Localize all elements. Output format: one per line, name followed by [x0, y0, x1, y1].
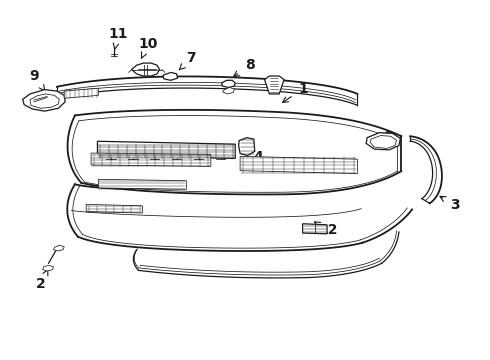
- Text: 10: 10: [139, 37, 158, 59]
- Text: 1: 1: [283, 82, 309, 103]
- Text: 3: 3: [440, 196, 460, 212]
- Polygon shape: [53, 245, 64, 251]
- Polygon shape: [265, 76, 284, 94]
- Polygon shape: [366, 133, 400, 150]
- Polygon shape: [98, 179, 186, 189]
- Text: 5: 5: [140, 148, 150, 166]
- Text: 8: 8: [234, 58, 255, 77]
- Polygon shape: [98, 141, 235, 158]
- Text: 9: 9: [29, 69, 45, 91]
- Text: 7: 7: [179, 51, 196, 70]
- Polygon shape: [23, 90, 65, 111]
- Polygon shape: [303, 224, 327, 234]
- Polygon shape: [240, 156, 357, 174]
- Text: 6: 6: [381, 130, 392, 147]
- Polygon shape: [370, 135, 396, 148]
- Polygon shape: [91, 153, 211, 166]
- Polygon shape: [132, 63, 159, 76]
- Polygon shape: [43, 265, 53, 271]
- Polygon shape: [222, 87, 234, 94]
- Text: 4: 4: [250, 150, 264, 167]
- Polygon shape: [86, 204, 143, 213]
- Polygon shape: [30, 94, 59, 108]
- Polygon shape: [221, 80, 235, 87]
- Polygon shape: [163, 72, 177, 80]
- Text: 11: 11: [108, 27, 128, 49]
- Polygon shape: [64, 88, 98, 98]
- Polygon shape: [239, 138, 255, 156]
- Text: 12: 12: [315, 222, 338, 237]
- Text: 2: 2: [36, 269, 48, 291]
